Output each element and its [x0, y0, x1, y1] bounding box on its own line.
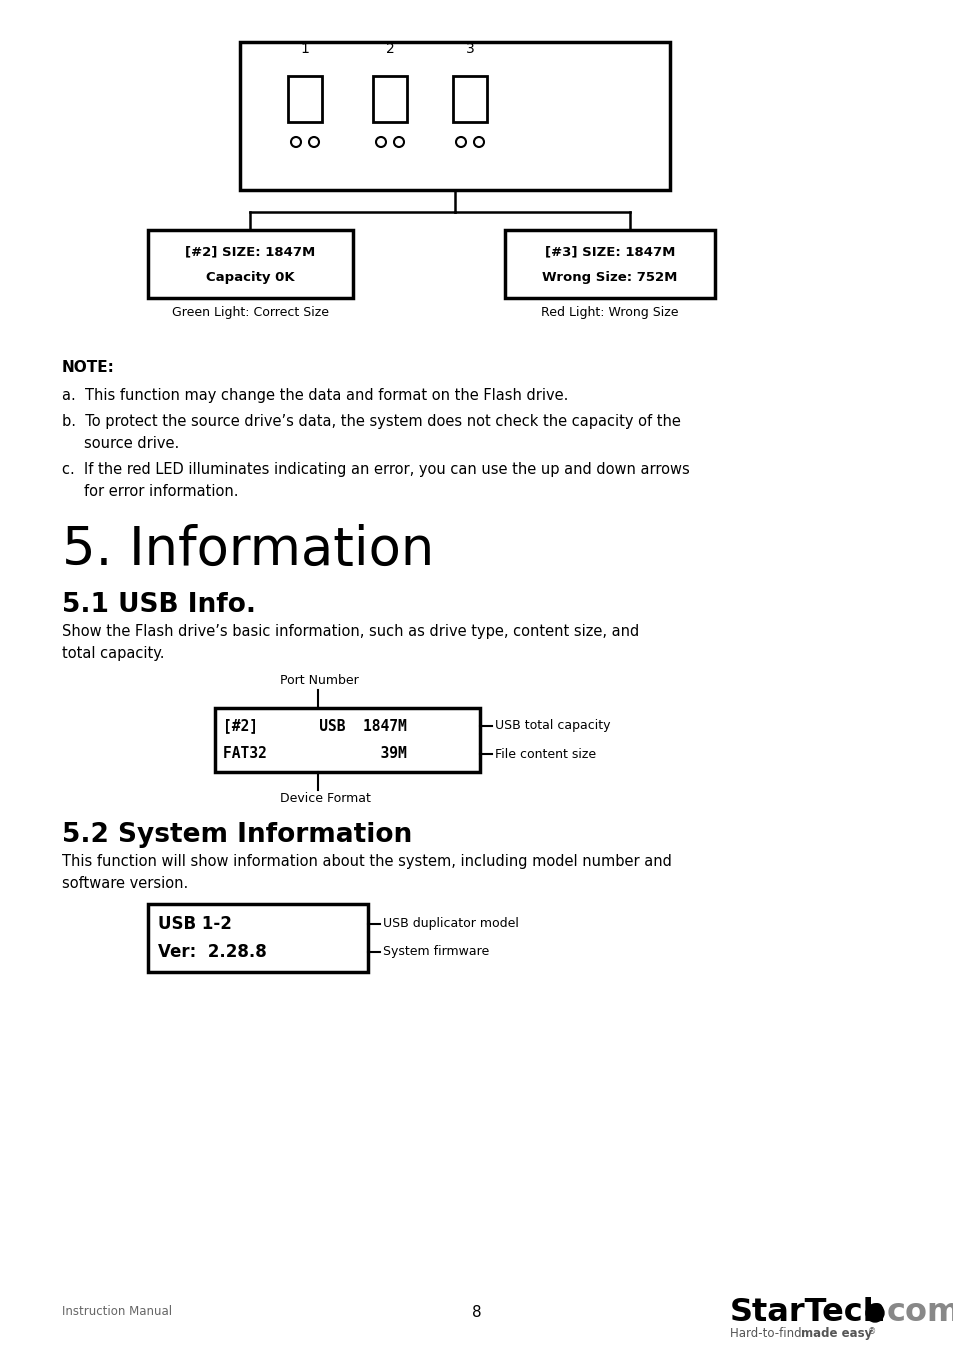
- Text: for error information.: for error information.: [84, 484, 238, 499]
- Bar: [148, 230, 353, 299]
- Bar: [504, 230, 714, 299]
- Text: made easy: made easy: [801, 1328, 871, 1340]
- Text: StarTech: StarTech: [729, 1297, 885, 1328]
- Text: 1: 1: [300, 42, 309, 56]
- Text: total capacity.: total capacity.: [62, 646, 164, 660]
- Text: Capacity 0K: Capacity 0K: [206, 272, 294, 285]
- Text: [#3] SIZE: 1847M: [#3] SIZE: 1847M: [544, 246, 675, 258]
- Text: 5. Information: 5. Information: [62, 525, 434, 576]
- Text: System firmware: System firmware: [382, 946, 489, 959]
- Bar: [148, 904, 368, 972]
- Bar: [214, 707, 479, 772]
- Text: c.  If the red LED illuminates indicating an error, you can use the up and down : c. If the red LED illuminates indicating…: [62, 461, 689, 477]
- Bar: [453, 77, 486, 122]
- Text: software version.: software version.: [62, 876, 188, 890]
- Text: FAT32             39M: FAT32 39M: [223, 746, 406, 761]
- Text: [#2] SIZE: 1847M: [#2] SIZE: 1847M: [185, 246, 315, 258]
- Text: This function will show information about the system, including model number and: This function will show information abou…: [62, 854, 671, 869]
- Text: Port Number: Port Number: [280, 674, 358, 687]
- Text: Hard-to-find: Hard-to-find: [729, 1328, 804, 1340]
- Bar: [240, 42, 669, 190]
- Text: Wrong Size: 752M: Wrong Size: 752M: [541, 272, 677, 285]
- Bar: [288, 77, 322, 122]
- Text: Ver:  2.28.8: Ver: 2.28.8: [158, 943, 267, 960]
- Text: USB duplicator model: USB duplicator model: [382, 917, 518, 931]
- Text: com: com: [886, 1297, 953, 1328]
- Text: Device Format: Device Format: [280, 792, 371, 806]
- Text: source drive.: source drive.: [84, 436, 179, 451]
- Text: Green Light: Correct Size: Green Light: Correct Size: [172, 307, 329, 319]
- Text: ®: ®: [867, 1328, 876, 1336]
- Bar: [373, 77, 407, 122]
- Text: NOTE:: NOTE:: [62, 360, 114, 375]
- Text: 8: 8: [472, 1305, 481, 1319]
- Text: [#2]       USB  1847M: [#2] USB 1847M: [223, 718, 406, 733]
- Text: 2: 2: [385, 42, 394, 56]
- Text: 3: 3: [465, 42, 474, 56]
- Text: USB total capacity: USB total capacity: [495, 720, 610, 733]
- Circle shape: [865, 1305, 883, 1322]
- Text: Instruction Manual: Instruction Manual: [62, 1305, 172, 1318]
- Text: Red Light: Wrong Size: Red Light: Wrong Size: [540, 307, 678, 319]
- Text: b.  To protect the source drive’s data, the system does not check the capacity o: b. To protect the source drive’s data, t…: [62, 414, 680, 429]
- Text: File content size: File content size: [495, 748, 596, 760]
- Text: a.  This function may change the data and format on the Flash drive.: a. This function may change the data and…: [62, 387, 568, 404]
- Text: Show the Flash drive’s basic information, such as drive type, content size, and: Show the Flash drive’s basic information…: [62, 624, 639, 639]
- Text: 5.1 USB Info.: 5.1 USB Info.: [62, 592, 255, 617]
- Text: 5.2 System Information: 5.2 System Information: [62, 822, 412, 847]
- Text: USB 1-2: USB 1-2: [158, 915, 232, 933]
